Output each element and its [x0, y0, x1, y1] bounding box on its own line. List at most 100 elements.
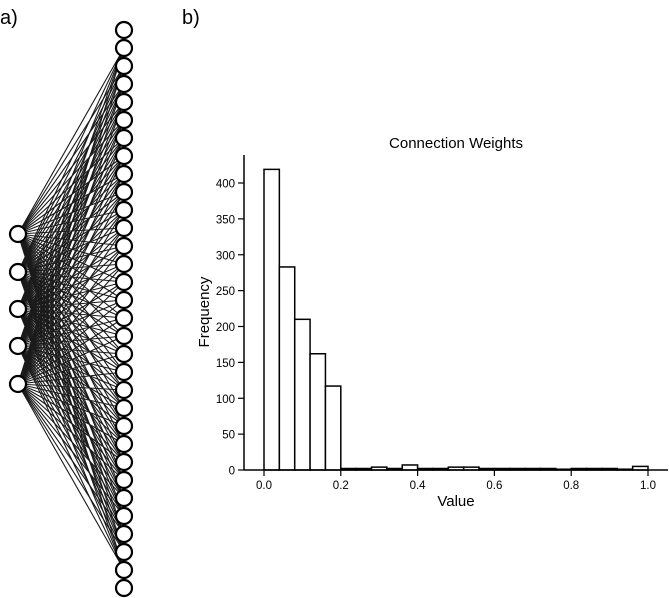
connection-line	[17, 233, 125, 319]
connection-line	[17, 383, 125, 445]
connection-line	[17, 65, 125, 235]
connection-line	[17, 47, 125, 347]
connection-line	[17, 345, 125, 553]
x-axis-ticks: 0.0 0.2 0.4 0.6 0.8 1.0	[256, 470, 656, 492]
connection-line	[17, 345, 125, 517]
histogram-bar	[263, 168, 281, 471]
connection-line	[17, 383, 125, 427]
network-nodes	[8, 20, 134, 598]
output-node	[114, 146, 134, 166]
network-connections	[17, 47, 125, 571]
input-node	[8, 299, 28, 319]
input-node	[8, 374, 28, 394]
output-node	[114, 362, 134, 382]
output-node	[114, 416, 134, 436]
connection-line	[17, 137, 125, 385]
output-node	[114, 308, 134, 328]
connection-line	[17, 383, 125, 535]
connection-line	[17, 383, 125, 463]
x-tick-label: 0.2	[333, 480, 349, 492]
connection-line	[17, 299, 125, 385]
connection-line	[17, 233, 125, 283]
connection-line	[17, 245, 125, 385]
connection-line	[17, 191, 125, 385]
connection-line	[17, 345, 125, 481]
connection-line	[17, 383, 125, 553]
input-node	[8, 262, 28, 282]
connection-line	[17, 335, 125, 385]
panel-a-label: a)	[0, 7, 18, 29]
connection-line	[17, 345, 125, 355]
connection-line	[17, 383, 125, 409]
output-node	[114, 182, 134, 202]
output-node	[114, 380, 134, 400]
chart-title: Connection Weights	[389, 135, 523, 152]
connection-line	[17, 65, 125, 347]
output-node	[114, 488, 134, 508]
connection-line	[17, 233, 125, 337]
connection-line	[17, 353, 125, 385]
connection-line	[17, 191, 125, 235]
connection-line	[17, 47, 125, 235]
output-node	[114, 542, 134, 562]
connection-line	[17, 345, 125, 499]
connection-line	[17, 281, 125, 385]
y-tick-label: 400	[216, 179, 235, 191]
output-node	[114, 92, 134, 112]
connection-line	[17, 173, 125, 235]
histogram-bar	[278, 266, 296, 471]
histogram-bar	[293, 318, 311, 471]
connection-line	[17, 345, 125, 373]
connection-line	[17, 47, 125, 310]
connection-line	[17, 345, 125, 571]
connection-line	[17, 47, 125, 273]
output-node	[114, 326, 134, 346]
connection-line	[17, 233, 125, 391]
y-tick-label: 350	[216, 214, 235, 226]
connection-line	[17, 345, 125, 463]
output-node	[114, 272, 134, 292]
output-node	[114, 38, 134, 58]
output-node	[114, 254, 134, 274]
connection-line	[17, 65, 125, 310]
connection-line	[17, 233, 125, 409]
connection-line	[17, 383, 125, 517]
x-tick-label: 0.4	[410, 480, 427, 492]
output-node	[114, 398, 134, 418]
output-node	[114, 578, 134, 598]
output-node	[114, 20, 134, 40]
connection-line	[17, 383, 125, 571]
panel-b-label: b)	[182, 7, 200, 29]
output-node	[114, 560, 134, 580]
connection-line	[17, 65, 125, 273]
y-tick-label: 200	[216, 322, 235, 334]
connection-line	[17, 227, 125, 385]
connection-line	[17, 345, 125, 409]
y-tick-label: 300	[216, 250, 235, 262]
connection-line	[17, 209, 125, 385]
connection-line	[17, 47, 125, 385]
connection-line	[17, 65, 125, 385]
output-node	[114, 218, 134, 238]
connection-line	[17, 119, 125, 385]
output-node	[114, 164, 134, 184]
output-node	[114, 470, 134, 490]
histogram-bars	[263, 168, 649, 471]
y-tick-label: 250	[216, 286, 235, 298]
output-node	[114, 452, 134, 472]
output-node	[114, 344, 134, 364]
connection-line	[17, 345, 125, 535]
output-node	[114, 236, 134, 256]
output-node	[114, 290, 134, 310]
output-node	[114, 110, 134, 130]
histogram-bar	[324, 385, 342, 471]
connection-line	[17, 263, 125, 385]
connection-line	[17, 155, 125, 235]
y-tick-label: 100	[216, 394, 235, 406]
y-axis-ticks: 0 50 100 150 200 250 300 350 400	[216, 179, 244, 478]
connection-line	[17, 345, 125, 427]
connection-line	[17, 345, 125, 391]
connection-line	[17, 101, 125, 385]
connection-line	[17, 155, 125, 385]
